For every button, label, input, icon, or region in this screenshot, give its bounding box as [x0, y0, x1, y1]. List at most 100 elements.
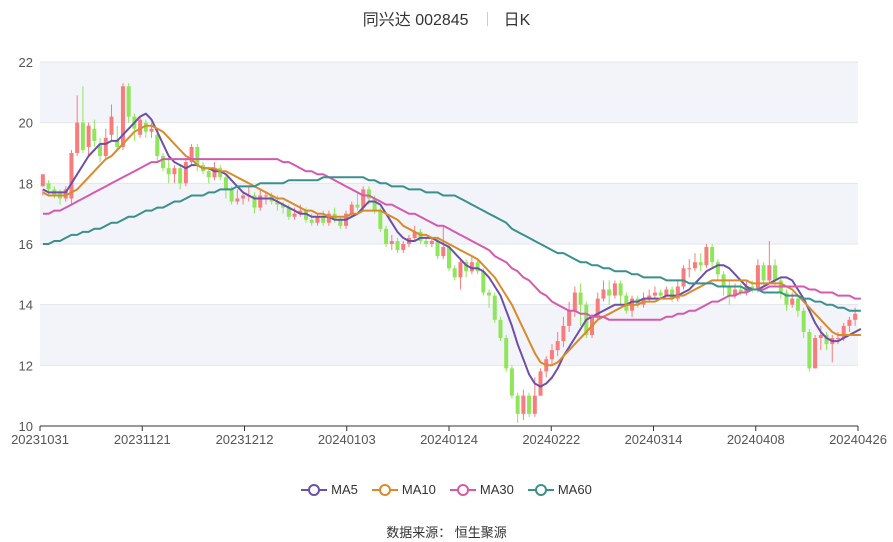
candle-body	[521, 395, 526, 414]
candle-body	[773, 265, 778, 281]
candle-body	[349, 204, 354, 214]
legend-item-ma10[interactable]: MA10	[371, 482, 436, 497]
candle-body	[92, 128, 97, 141]
candle-body	[767, 265, 772, 281]
candle-body	[733, 289, 738, 296]
legend-item-ma5[interactable]: MA5	[301, 482, 358, 497]
x-tick-label: 20231212	[216, 432, 274, 447]
candle-body	[446, 247, 452, 269]
candle-body	[206, 171, 211, 178]
candle-body	[292, 213, 297, 217]
legend-item-ma60[interactable]: MA60	[527, 482, 592, 497]
candle-body	[149, 128, 154, 132]
candle-body	[487, 292, 492, 296]
candle-body	[218, 168, 223, 178]
candle-body	[143, 122, 148, 132]
candle-body	[321, 216, 326, 223]
candle-body	[355, 204, 360, 208]
candle-body	[790, 298, 795, 305]
candle-body	[441, 247, 446, 257]
grid-lines	[40, 61, 858, 366]
candle-body	[807, 331, 812, 369]
candle-body	[361, 189, 366, 208]
candle-body	[498, 319, 503, 339]
x-tick-label: 20240426	[829, 432, 887, 447]
candle-body	[750, 286, 755, 290]
candle-body	[126, 86, 131, 117]
candle-body	[715, 262, 720, 275]
candle-body	[452, 268, 457, 278]
candle-body	[172, 168, 177, 175]
candle-body	[687, 268, 692, 270]
candles	[40, 83, 858, 423]
candle-body	[801, 310, 806, 332]
candle-body	[372, 198, 377, 211]
candle-body	[555, 341, 560, 351]
candle-body	[532, 395, 537, 414]
y-tick-label: 22	[19, 55, 33, 70]
candle-body	[624, 295, 629, 311]
candle-body	[847, 319, 852, 326]
candle-body	[492, 295, 497, 320]
stock-code: 002845	[415, 12, 469, 29]
candle-body	[120, 86, 125, 147]
candle-body	[527, 395, 532, 414]
candle-body	[727, 286, 732, 296]
candle-body	[738, 289, 743, 293]
candle-body	[818, 335, 823, 339]
candle-body	[389, 240, 394, 244]
candle-body	[315, 216, 320, 223]
candle-body	[670, 289, 675, 299]
candle-body	[309, 219, 314, 223]
candle-body	[853, 313, 858, 320]
candle-body	[601, 289, 606, 299]
candle-body	[664, 289, 669, 296]
candle-body	[572, 292, 577, 311]
candle-body	[155, 134, 160, 157]
candle-body	[138, 119, 143, 135]
candle-body	[395, 240, 400, 251]
title-separator	[486, 12, 488, 26]
candle-body	[835, 338, 840, 340]
legend-label: MA10	[401, 482, 436, 497]
ma10-line	[42, 124, 861, 367]
candle-body	[549, 350, 554, 360]
candle-body	[378, 210, 383, 229]
y-axis-ticks: 10 12 14 16 18 20 22	[19, 55, 33, 434]
candle-body	[795, 298, 800, 311]
candle-body	[258, 195, 263, 208]
candle-body	[189, 146, 194, 163]
candle-body	[435, 240, 440, 257]
candle-body	[103, 137, 108, 157]
candle-body	[109, 116, 114, 135]
candle-body	[178, 168, 183, 184]
candle-body	[647, 295, 652, 299]
candle-body	[281, 204, 286, 208]
candle-body	[692, 262, 697, 269]
ma30-swatch	[449, 483, 476, 497]
candle-body	[75, 122, 80, 153]
x-axis-ticks: 20231031 20231121 20231212 20240103 20240124…	[11, 426, 887, 447]
y-tick-label: 12	[19, 358, 33, 373]
candle-body	[223, 177, 228, 190]
candle-body	[241, 195, 246, 199]
candle-body	[469, 262, 474, 272]
candle-body	[63, 189, 68, 199]
y-tick-label: 20	[19, 116, 33, 131]
candle-body	[46, 183, 51, 190]
candle-body	[561, 325, 566, 342]
y-tick-label: 10	[19, 419, 33, 434]
candle-body	[475, 262, 480, 272]
ma30-line	[42, 158, 861, 321]
candle-body	[326, 213, 331, 223]
candle-body	[235, 198, 240, 202]
grid-band	[40, 183, 858, 244]
legend-label: MA5	[331, 482, 358, 497]
legend-item-ma30[interactable]: MA30	[449, 482, 514, 497]
candle-body	[710, 247, 715, 263]
candle-body	[195, 146, 200, 166]
candle-body	[80, 122, 85, 150]
candle-body	[578, 292, 583, 305]
candle-body	[658, 292, 663, 296]
